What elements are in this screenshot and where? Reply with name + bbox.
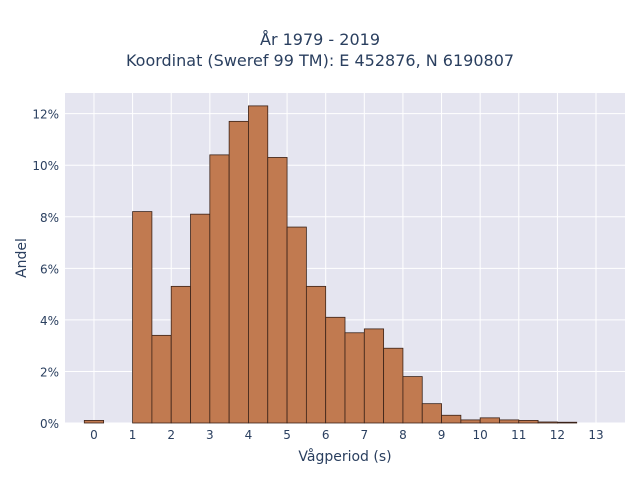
histogram-bar	[363, 328, 385, 424]
x-tick-label: 7	[360, 428, 368, 442]
histogram-bar	[305, 285, 327, 424]
y-axis-ticks: 0% 2% 4% 6% 8% 10% 12%	[32, 108, 59, 431]
histogram-bar	[190, 213, 211, 424]
histogram-bar	[248, 105, 269, 424]
x-tick-label: 12	[550, 428, 565, 442]
histogram-bar	[209, 154, 230, 424]
histogram-bar	[151, 334, 172, 424]
histogram-bar	[286, 226, 307, 424]
y-tick-label: 10%	[32, 159, 59, 173]
histogram-bar	[441, 414, 462, 424]
x-tick-label: 13	[588, 428, 603, 442]
histogram-bar	[383, 347, 404, 424]
histogram-bar	[557, 421, 578, 424]
x-axis-ticks: 0 1 2 3 4 5 6 7 8 9 10 11 12 13	[90, 428, 604, 442]
y-tick-label: 6%	[40, 262, 59, 276]
histogram-bar	[132, 211, 153, 424]
histogram-bar	[421, 403, 442, 424]
x-tick-label: 5	[283, 428, 291, 442]
y-tick-label: 2%	[40, 365, 59, 379]
histogram-bar	[460, 419, 481, 424]
histogram-bar	[499, 419, 520, 424]
y-tick-label: 0%	[40, 417, 59, 431]
histogram-bar	[170, 285, 191, 424]
y-axis-label: Andel	[14, 238, 30, 278]
histogram-bar	[537, 421, 558, 424]
x-tick-label: 8	[399, 428, 407, 442]
histogram-bar	[267, 157, 288, 424]
x-tick-label: 1	[129, 428, 137, 442]
x-tick-label: 6	[322, 428, 330, 442]
x-axis-label: Vågperiod (s)	[298, 448, 391, 465]
histogram-bar	[83, 420, 105, 424]
histogram-bars	[83, 105, 578, 424]
x-tick-label: 0	[90, 428, 98, 442]
x-tick-label: 2	[167, 428, 175, 442]
x-tick-label: 3	[206, 428, 214, 442]
x-tick-label: 10	[473, 428, 488, 442]
x-tick-label: 4	[245, 428, 253, 442]
chart-subtitle: Koordinat (Sweref 99 TM): E 452876, N 61…	[125, 51, 515, 70]
x-tick-label: 11	[511, 428, 526, 442]
y-tick-label: 4%	[40, 314, 59, 328]
chart-title: År 1979 - 2019	[260, 30, 380, 49]
histogram-bar	[402, 376, 423, 424]
histogram-bar	[518, 420, 539, 424]
histogram-bar	[325, 316, 346, 424]
histogram-bar	[479, 417, 500, 424]
y-tick-label: 12%	[32, 108, 59, 122]
histogram-bar	[228, 120, 249, 424]
x-tick-label: 9	[438, 428, 446, 442]
y-tick-label: 8%	[40, 211, 59, 225]
histogram-bar	[344, 332, 365, 424]
